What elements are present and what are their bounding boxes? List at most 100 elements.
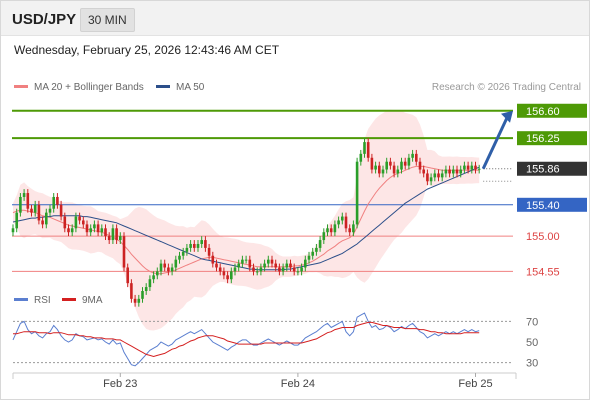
candle-body [407, 157, 411, 166]
candle-body [474, 165, 477, 170]
candle-body [111, 228, 115, 241]
candle-body [37, 204, 41, 221]
candle-body [170, 267, 174, 272]
candle-body [156, 271, 159, 276]
candle-body [159, 263, 163, 272]
candle-body [70, 228, 74, 233]
candle-body [89, 228, 92, 233]
candle-body [385, 161, 388, 170]
forecast-arrow-line [481, 117, 509, 170]
rsi-legend-swatch [14, 298, 28, 301]
candle-body [337, 220, 340, 225]
candle-body [167, 267, 170, 272]
candle-body [374, 165, 377, 170]
candle-body [403, 161, 407, 166]
rsi-tick-label: 30 [526, 358, 538, 370]
price-tag-label: 155.00 [526, 231, 560, 243]
candle-body [285, 263, 289, 268]
rsi-plot: 70 50 30 [12, 312, 538, 370]
price-tag-pivot [517, 197, 587, 212]
candle-body [455, 169, 459, 174]
bollinger-band [13, 109, 480, 331]
candle-body [370, 157, 374, 170]
time-tick-label: Feb 24 [281, 378, 315, 390]
symbol-label: USD/JPY [12, 11, 77, 28]
candle-body [141, 291, 144, 299]
candle-body [304, 259, 307, 268]
price-tag-label: 156.25 [526, 133, 560, 145]
candle-body [122, 236, 126, 268]
main-plot: 156.60 156.25 155.86 155.40 155.00 154.55 [11, 103, 587, 331]
candle-body [274, 263, 277, 268]
candle-body [289, 263, 292, 268]
candle-body [348, 228, 351, 233]
candle-body [452, 169, 455, 174]
ma50-line [12, 166, 480, 271]
candle-body [207, 247, 211, 256]
candle-body [163, 263, 166, 268]
candle-body [41, 220, 44, 225]
candle-body [437, 173, 440, 178]
candle-body [63, 216, 67, 229]
candle-body [322, 232, 326, 241]
candle-body [392, 165, 396, 174]
candle-body [378, 165, 381, 174]
candle-body [352, 224, 355, 233]
candle-body [82, 220, 85, 225]
candle-body [85, 224, 89, 233]
forecast-arrow-head [501, 110, 513, 123]
candle-body [267, 259, 270, 264]
price-tag-target [517, 103, 587, 118]
candle-body [411, 153, 414, 158]
candle-body [470, 165, 474, 170]
time-tick-label: Feb 23 [103, 378, 137, 390]
candle-body [215, 263, 218, 268]
candle-body [448, 169, 451, 174]
candle-body [48, 208, 52, 213]
candle-body [466, 165, 470, 170]
ma50-legend-swatch [156, 85, 170, 88]
ma20-legend-swatch [14, 85, 28, 88]
header-bar: USD/JPY 30 MIN [1, 1, 589, 36]
ma9-legend-label: 9MA [82, 295, 103, 306]
candle-body [237, 263, 240, 268]
candle-body [278, 267, 281, 272]
price-tag-label: 156.60 [526, 106, 560, 118]
candle-body [296, 271, 300, 273]
candle-body [148, 279, 152, 288]
candle-body [440, 173, 444, 178]
candle-body [30, 208, 33, 213]
candle-body [59, 204, 63, 217]
candle-body [104, 228, 107, 237]
candle-body [218, 267, 222, 272]
price-tag-label: 155.40 [526, 200, 560, 212]
candle-body [204, 240, 207, 248]
candle-body [433, 173, 437, 178]
candle-body [477, 168, 481, 170]
candle-body [144, 287, 148, 291]
candle-body [344, 216, 348, 229]
candle-body [56, 196, 59, 205]
candle-body [329, 228, 333, 233]
candle-body [189, 243, 192, 248]
candle-body [418, 161, 422, 170]
rsi-ma-line [13, 321, 480, 358]
price-tag-current [517, 161, 587, 176]
rsi-line [12, 312, 480, 367]
timeframe-button[interactable]: 30 MIN [80, 8, 135, 32]
time-tick-label: Feb 25 [458, 378, 492, 390]
ma9-legend-swatch [62, 298, 76, 301]
candle-body [326, 228, 329, 233]
candle-body [244, 259, 248, 261]
candle-body [263, 263, 266, 268]
candle-body [181, 251, 185, 256]
candle-body [359, 153, 363, 162]
candle-body [281, 267, 285, 272]
candle-body [300, 267, 303, 272]
candle-body [252, 267, 255, 272]
candle-body [315, 247, 318, 252]
credit-label: Research © 2026 Trading Central [432, 82, 581, 93]
candle-body [152, 275, 155, 280]
